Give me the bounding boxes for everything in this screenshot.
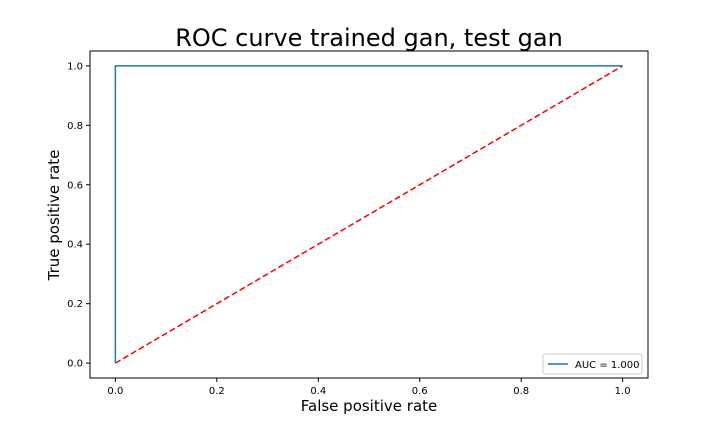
- y-axis-ticks: 0.0 0.2 0.4 0.6 0.8 1.0: [67, 61, 90, 370]
- y-tick-label: 1.0: [67, 61, 83, 72]
- y-tick-label: 0.6: [67, 180, 83, 191]
- x-tick-label: 1.0: [615, 386, 631, 397]
- y-tick-label: 0.0: [67, 359, 83, 370]
- series-layer: [114, 65, 624, 364]
- roc-curve-line: [114, 65, 623, 364]
- x-tick-label: 0.4: [310, 386, 326, 397]
- x-axis-ticks: 0.0 0.2 0.4 0.6 0.8 1.0: [107, 378, 631, 397]
- y-tick-label: 0.4: [67, 240, 83, 251]
- x-tick-label: 0.2: [209, 386, 225, 397]
- legend-box: [542, 353, 643, 375]
- y-axis-title: True positive rate: [45, 150, 63, 282]
- legend: AUC = 1.000: [542, 353, 643, 375]
- legend-label-auc: AUC = 1.000: [575, 360, 640, 371]
- x-tick-label: 0.0: [107, 386, 123, 397]
- chart-title: ROC curve trained gan, test gan: [175, 24, 563, 52]
- y-tick-label: 0.8: [67, 121, 83, 132]
- x-tick-label: 0.6: [412, 386, 428, 397]
- x-tick-label: 0.8: [513, 386, 529, 397]
- y-tick-label: 0.2: [67, 299, 83, 310]
- x-axis-title: False positive rate: [301, 397, 438, 415]
- chance-diagonal-line: [114, 65, 624, 364]
